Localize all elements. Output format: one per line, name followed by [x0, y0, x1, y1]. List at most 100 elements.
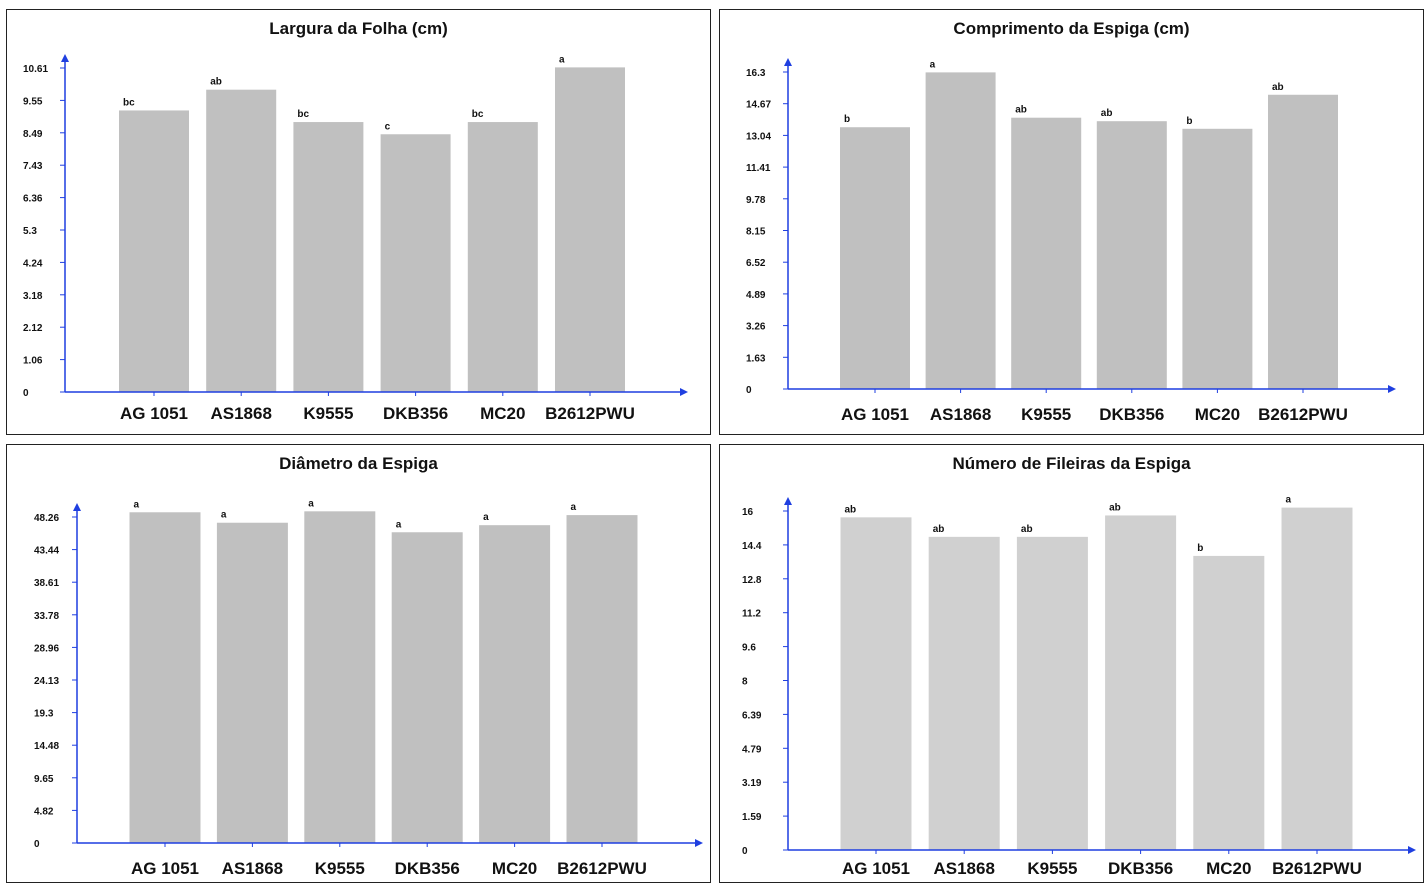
y-tick-label: 33.78: [34, 611, 59, 622]
data-label: ab: [845, 504, 857, 515]
y-axis-arrow: [61, 54, 69, 62]
y-tick-label: 5.3: [23, 226, 37, 237]
bar: [119, 110, 189, 392]
y-tick-label: 0: [23, 388, 29, 399]
x-tick-label: AG 1051: [842, 859, 910, 878]
y-tick-label: 8: [742, 677, 748, 688]
bar: [1096, 121, 1167, 389]
y-tick-label: 14.48: [34, 741, 59, 752]
chart-panel-comprimento-espiga: Comprimento da Espiga (cm) b AG 1051 a AS18…: [719, 9, 1424, 435]
chart-svg: b AG 1051 a AS1868 ab K9555 ab DKB356 b MC20 ab B26…: [746, 58, 1396, 424]
x-axis-arrow: [695, 839, 703, 847]
bar: [1016, 536, 1088, 850]
x-tick-label: AS1868: [210, 404, 271, 423]
bar: [1011, 117, 1082, 389]
chart-svg: ab AG 1051 ab AS1868 ab K9555 ab DKB356 b MC20 a B2…: [742, 495, 1416, 878]
data-label: a: [571, 502, 577, 513]
y-tick-label: 0: [746, 385, 752, 396]
chart-panel-largura-folha: Largura da Folha (cm) bc AG 1051 ab AS1868 b…: [6, 9, 711, 435]
x-axis-arrow: [1408, 846, 1416, 854]
x-tick-label: MC20: [1195, 405, 1240, 424]
y-tick-label: 1.59: [742, 812, 762, 823]
chart-title: Diâmetro da Espiga: [279, 454, 438, 473]
chart-title: Número de Fileiras da Espiga: [952, 454, 1191, 473]
y-tick-label: 9.6: [742, 643, 756, 654]
bar: [206, 89, 277, 393]
data-label: a: [134, 499, 140, 510]
data-label: bc: [297, 109, 309, 120]
chart-title: Comprimento da Espiga (cm): [953, 19, 1190, 38]
data-label: b: [1197, 543, 1203, 554]
y-tick-label: 38.61: [34, 578, 59, 589]
y-tick-label: 28.96: [34, 643, 59, 654]
y-tick-label: 13.04: [746, 131, 771, 142]
bar: [380, 134, 451, 392]
y-tick-label: 6.52: [746, 258, 766, 269]
y-tick-label: 4.82: [34, 806, 54, 817]
y-tick-label: 14.67: [746, 100, 771, 111]
y-tick-label: 0: [742, 846, 748, 857]
y-tick-label: 43.44: [34, 546, 59, 557]
x-tick-label: K9555: [1021, 405, 1071, 424]
y-tick-label: 1.06: [23, 356, 43, 367]
y-tick-label: 9.78: [746, 195, 766, 206]
x-tick-label: K9555: [303, 404, 353, 423]
bar: [1281, 507, 1353, 850]
chart-svg: a AG 1051 a AS1868 a K9555 a DKB356 a MC20 a B2612P…: [34, 498, 703, 878]
y-tick-label: 8.15: [746, 227, 766, 238]
bar: [928, 536, 1000, 850]
data-label: a: [483, 512, 489, 523]
chart-panel-numero-fileiras: Número de Fileiras da Espiga ab AG 1051 ab…: [719, 444, 1424, 883]
x-tick-label: AS1868: [222, 859, 283, 878]
bar: [1193, 555, 1265, 850]
data-label: a: [221, 510, 227, 521]
x-tick-label: K9555: [315, 859, 365, 878]
data-label: b: [1186, 116, 1192, 127]
y-tick-label: 19.3: [34, 709, 54, 720]
x-tick-label: MC20: [480, 404, 525, 423]
bar: [1105, 515, 1177, 850]
x-tick-label: AS1868: [933, 859, 994, 878]
x-tick-label: K9555: [1027, 859, 1077, 878]
y-tick-label: 1.63: [746, 353, 766, 364]
y-axis-arrow: [784, 497, 792, 505]
y-tick-label: 12.8: [742, 575, 762, 586]
x-tick-label: B2612PWU: [545, 404, 635, 423]
data-label: a: [930, 59, 936, 70]
bar: [467, 122, 538, 392]
bar: [129, 512, 201, 843]
y-tick-label: 10.61: [23, 64, 48, 75]
data-label: a: [1286, 495, 1292, 506]
x-tick-label: MC20: [492, 859, 537, 878]
bar: [304, 511, 376, 843]
y-tick-label: 7.43: [23, 161, 43, 172]
x-tick-label: MC20: [1206, 859, 1251, 878]
chart-svg: bc AG 1051 ab AS1868 bc K9555 c DKB356 bc MC20 a B2…: [23, 54, 688, 423]
x-axis-arrow: [1388, 385, 1396, 393]
y-tick-label: 4.89: [746, 290, 766, 301]
y-tick-label: 4.24: [23, 258, 43, 269]
data-label: a: [396, 519, 402, 530]
bar: [555, 67, 625, 392]
y-tick-label: 3.18: [23, 291, 43, 302]
data-label: ab: [1021, 524, 1033, 535]
bar: [1182, 128, 1253, 389]
y-tick-label: 48.26: [34, 513, 59, 524]
data-label: ab: [210, 77, 222, 88]
y-tick-label: 9.55: [23, 96, 43, 107]
data-label: a: [308, 498, 314, 509]
bar: [925, 72, 996, 389]
y-axis-arrow: [784, 58, 792, 66]
x-tick-label: DKB356: [1108, 859, 1173, 878]
x-tick-label: B2612PWU: [1272, 859, 1362, 878]
data-label: ab: [933, 524, 945, 535]
y-tick-label: 11.41: [746, 163, 771, 174]
x-tick-label: AG 1051: [120, 404, 188, 423]
y-tick-label: 2.12: [23, 323, 43, 334]
y-tick-label: 3.19: [742, 778, 762, 789]
y-tick-label: 6.36: [23, 194, 43, 205]
x-tick-label: AG 1051: [131, 859, 199, 878]
bar: [566, 515, 638, 843]
x-tick-label: DKB356: [383, 404, 448, 423]
bar: [216, 522, 288, 843]
